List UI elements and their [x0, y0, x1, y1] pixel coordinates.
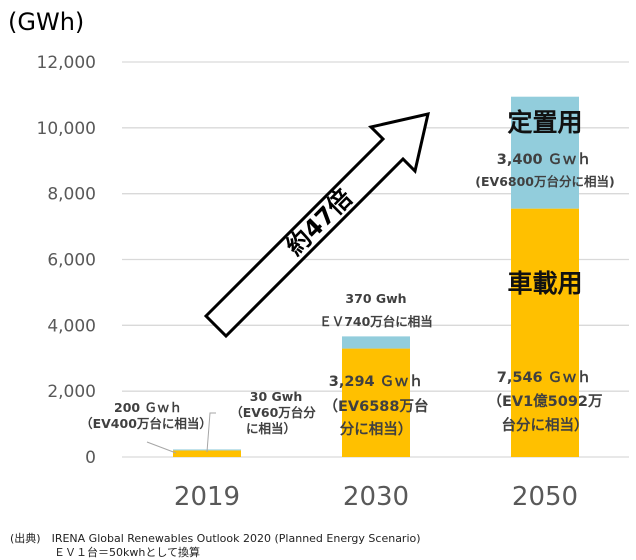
y-tick-label: 4,000 — [47, 316, 96, 336]
arrow-icon — [203, 112, 430, 339]
y-tick-label: 0 — [85, 448, 96, 468]
ev-battery-demand-chart: (GWh) 02,0004,0006,0008,00010,00012,000 … — [8, 8, 629, 512]
annotation-2050-stationary: 3,400 Ｇｗｈ (EV6800万台分に相当) — [475, 152, 614, 189]
x-tick-label: 2019 — [174, 482, 240, 512]
category-label-stationary: 定置用 — [507, 108, 582, 137]
annotation-line: 7,546 Ｇｗｈ — [497, 370, 591, 386]
annotation-2050-vehicle: 7,546 Ｇｗｈ （EV1億5092万 台分に相当） — [487, 370, 602, 434]
y-tick-label: 12,000 — [37, 53, 96, 73]
y-tick-label: 10,000 — [37, 119, 96, 139]
annotation-line: 200 Ｇｗｈ — [114, 400, 182, 415]
annotation-line: （EV6588万台 — [324, 397, 429, 415]
bar-2050-stationary — [511, 96, 579, 209]
footnote-conversion: ＥＶ１台＝50kwhとして換算 — [54, 546, 201, 559]
annotation-2019-stationary: 30 Gwh （EV60万台分 に相当） — [230, 389, 316, 436]
annotation-line: 台分に相当） — [502, 416, 589, 434]
leader-line-2019-vehicle — [146, 441, 177, 454]
annotation-line: 3,400 Ｇｗｈ — [497, 152, 591, 168]
annotation-line: （EV1億5092万 — [487, 392, 602, 410]
annotation-2030-stationary: 370 Gwh ＥＶ740万台に相当 — [319, 291, 433, 329]
annotation-line: （EV400万台に相当） — [80, 416, 212, 431]
bar-2030-stationary — [342, 336, 410, 349]
annotation-2019-vehicle: 200 Ｇｗｈ （EV400万台に相当） — [80, 400, 212, 431]
y-tick-label: 8,000 — [47, 185, 96, 205]
annotation-line: 30 Gwh — [250, 389, 302, 404]
growth-arrow-label: 約47倍 — [281, 184, 358, 261]
annotation-line: 370 Gwh — [345, 291, 406, 306]
bars — [173, 96, 579, 457]
y-axis-unit-label: (GWh) — [8, 8, 84, 36]
annotation-2030-vehicle: 3,294 Ｇｗｈ （EV6588万台 分に相当） — [324, 374, 429, 438]
y-tick-label: 6,000 — [47, 251, 96, 271]
x-axis-ticks: 2019 2030 2050 — [174, 482, 578, 512]
bar-2030-vehicle — [342, 348, 410, 457]
x-tick-label: 2030 — [343, 482, 409, 512]
annotation-line: 分に相当） — [340, 420, 413, 438]
annotation-line: (EV6800万台分に相当) — [475, 174, 614, 189]
category-label-vehicle: 車載用 — [507, 269, 582, 298]
bar-2050-vehicle — [511, 208, 579, 457]
annotation-line: に相当） — [246, 421, 296, 436]
x-tick-label: 2050 — [512, 482, 578, 512]
y-tick-label: 2,000 — [47, 382, 96, 402]
bar-2019-vehicle — [173, 450, 241, 457]
leader-line-2019-stationary — [206, 412, 216, 453]
annotation-line: （EV60万台分 — [230, 405, 316, 420]
y-axis-ticks: 0 2,000 4,000 6,000 8,000 10,000 12,000 — [37, 53, 96, 468]
footnote-source: (出典) IRENA Global Renewables Outlook 202… — [10, 532, 421, 545]
annotation-line: 3,294 Ｇｗｈ — [329, 374, 423, 390]
annotation-line: ＥＶ740万台に相当 — [319, 314, 433, 329]
